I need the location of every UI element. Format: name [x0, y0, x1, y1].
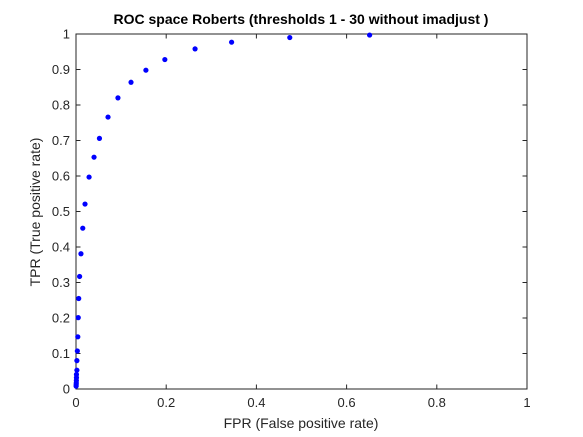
data-point — [75, 334, 81, 340]
axes-box — [75, 33, 528, 390]
y-tick-label: 0.9 — [52, 62, 70, 77]
data-point — [82, 201, 88, 207]
y-tick-label: 0.5 — [52, 204, 70, 219]
data-point — [192, 46, 198, 52]
data-point — [77, 273, 83, 280]
y-tick-label: 1 — [63, 27, 70, 42]
y-tick-label: 0.7 — [52, 133, 70, 148]
data-point — [75, 315, 81, 321]
x-tick-label: 0.8 — [428, 395, 446, 410]
y-tick-label: 0 — [63, 382, 70, 397]
data-point — [287, 34, 293, 41]
data-point — [143, 67, 149, 73]
x-axis: 0 0.2 0.4 0.6 0.8 1 — [72, 34, 531, 410]
y-axis-label: TPR (True positive rate) — [27, 138, 43, 287]
data-point — [74, 348, 80, 354]
x-tick-label: 0 — [72, 395, 79, 410]
plot-area: 0 0.2 0.4 0.6 0.8 1 0 0.1 0.2 0.3 0.4 0.5 0.6 0.7 0.8… — [52, 27, 531, 411]
data-point — [105, 114, 111, 120]
y-axis: 0 0.1 0.2 0.3 0.4 0.5 0.6 0.7 0.8 0.9 1 — [52, 27, 527, 397]
data-points — [73, 32, 373, 389]
data-point — [228, 39, 235, 45]
data-point — [86, 174, 92, 180]
x-axis-label: FPR (False positive rate) — [224, 415, 379, 431]
y-tick-label: 0.2 — [52, 311, 70, 326]
data-point — [367, 32, 373, 38]
data-point — [96, 135, 103, 141]
data-point — [91, 154, 97, 160]
x-tick-label: 0.6 — [338, 395, 356, 410]
x-tick-label: 1 — [523, 395, 530, 410]
y-tick-label: 0.1 — [52, 346, 70, 361]
x-tick-label: 0.4 — [247, 395, 265, 410]
y-tick-label: 0.3 — [52, 275, 70, 290]
data-point — [128, 79, 134, 85]
data-point — [78, 251, 84, 257]
x-tick-label: 0.2 — [157, 395, 175, 410]
chart-title: ROC space Roberts (thresholds 1 - 30 wit… — [114, 11, 489, 27]
data-point — [162, 56, 168, 63]
data-point — [76, 295, 82, 302]
y-tick-label: 0.8 — [52, 98, 70, 113]
data-point — [74, 367, 80, 373]
data-point — [80, 225, 86, 231]
data-point — [115, 95, 121, 101]
data-point — [74, 358, 80, 364]
data-point — [73, 383, 79, 389]
y-tick-label: 0.4 — [52, 240, 70, 255]
y-tick-label: 0.6 — [52, 169, 70, 184]
